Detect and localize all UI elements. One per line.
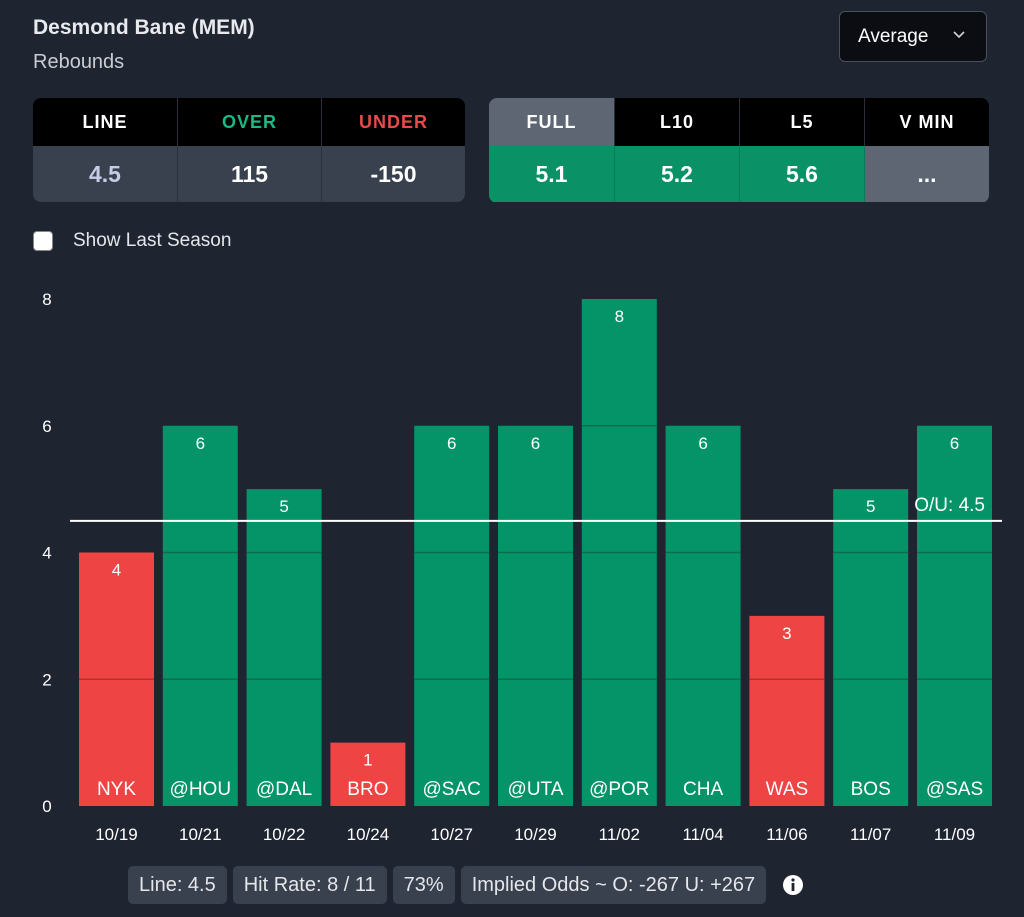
x-tick-label: 10/29 [514,825,557,844]
split-value-v-min: ... [864,146,989,202]
x-tick-label: 11/09 [934,825,975,844]
bar-value-label: 8 [615,307,624,326]
odds-header-line: LINE [33,98,177,146]
opponent-label: @DAL [256,779,312,800]
bar [749,615,825,806]
split-value-l5: 5.6 [739,146,864,202]
x-tick-label: 11/07 [850,825,891,844]
hit-rate-pill: Hit Rate: 8 / 11 [232,866,387,904]
info-icon[interactable] [782,874,804,896]
opponent-label: WAS [766,779,809,800]
opponent-label: BOS [851,779,891,800]
x-tick-label: 10/22 [263,825,306,844]
show-last-season-option[interactable]: Show Last Season [33,230,231,252]
opponent-label: @HOU [170,779,232,800]
bar [665,425,741,806]
bar [498,425,573,806]
odds-value-line: 4.5 [33,146,177,202]
show-last-season-checkbox[interactable] [33,231,53,251]
opponent-label: NYK [97,779,136,800]
chevron-down-icon [953,31,965,39]
line-pill: Line: 4.5 [128,866,227,904]
bar [330,742,406,806]
x-tick-label: 11/04 [682,825,723,844]
y-tick-label: 8 [42,290,51,309]
bar-value-label: 5 [866,497,875,516]
bar-value-label: 6 [950,434,959,453]
opponent-label: @SAS [926,779,983,800]
bar [246,489,322,806]
tab-l5[interactable]: L5 [739,98,864,146]
ou-line-label: O/U: 4.5 [914,495,985,516]
hit-percent-pill: 73% [392,866,455,904]
x-tick-label: 10/21 [179,825,222,844]
split-value-l10: 5.2 [614,146,739,202]
x-tick-label: 11/06 [766,825,807,844]
bar [162,425,238,806]
y-tick-label: 6 [42,417,51,436]
odds-value-under: -150 [321,146,465,202]
tab-v-min[interactable]: V MIN [864,98,989,146]
opponent-label: @POR [589,779,649,800]
bar-value-label: 6 [698,434,707,453]
x-tick-label: 10/27 [430,825,473,844]
opponent-label: CHA [683,779,723,800]
mode-dropdown[interactable]: Average [839,11,987,62]
implied-odds-pill: Implied Odds ~ O: -267 U: +267 [460,866,767,904]
odds-value-over: 115 [177,146,321,202]
y-tick-label: 2 [42,670,51,689]
bar-value-label: 6 [196,434,205,453]
odds-table: LINE OVER UNDER 4.5 115 -150 [33,98,465,202]
split-value-full: 5.1 [489,146,614,202]
tab-l10[interactable]: L10 [614,98,739,146]
bar [414,425,490,806]
show-last-season-label: Show Last Season [73,230,232,251]
odds-header-under: UNDER [321,98,465,146]
summary-footer: Line: 4.5 Hit Rate: 8 / 11 73% Implied O… [128,866,804,904]
opponent-label: @UTA [508,779,564,800]
bar-value-label: 4 [112,561,121,580]
stat-name: Rebounds [33,51,125,73]
x-tick-label: 10/24 [347,825,390,844]
bar [833,489,909,806]
rebounds-bar-chart: 0 2 4 6 8 4 NYK 10/19 6 @HOU 10/21 5 @DAL 10/22 1 BRO 10… [42,290,1002,844]
x-tick-label: 10/19 [95,825,138,844]
x-tick-label: 11/02 [599,825,640,844]
odds-header-over: OVER [177,98,321,146]
y-tick-label: 4 [42,544,51,563]
bar-value-label: 6 [447,434,456,453]
bar-value-label: 1 [363,751,372,770]
splits-table: FULL L10 L5 V MIN 5.1 5.2 5.6 ... [489,98,989,203]
mode-dropdown-label: Average [858,25,929,47]
bar-value-label: 6 [531,434,540,453]
opponent-label: BRO [347,779,388,800]
bar-value-label: 3 [782,624,791,643]
player-name: Desmond Bane (MEM) [33,16,255,39]
opponent-label: @SAC [423,779,481,800]
tab-full[interactable]: FULL [489,98,614,146]
bar [917,425,992,806]
bar-value-label: 5 [279,497,288,516]
y-tick-label: 0 [42,797,51,816]
